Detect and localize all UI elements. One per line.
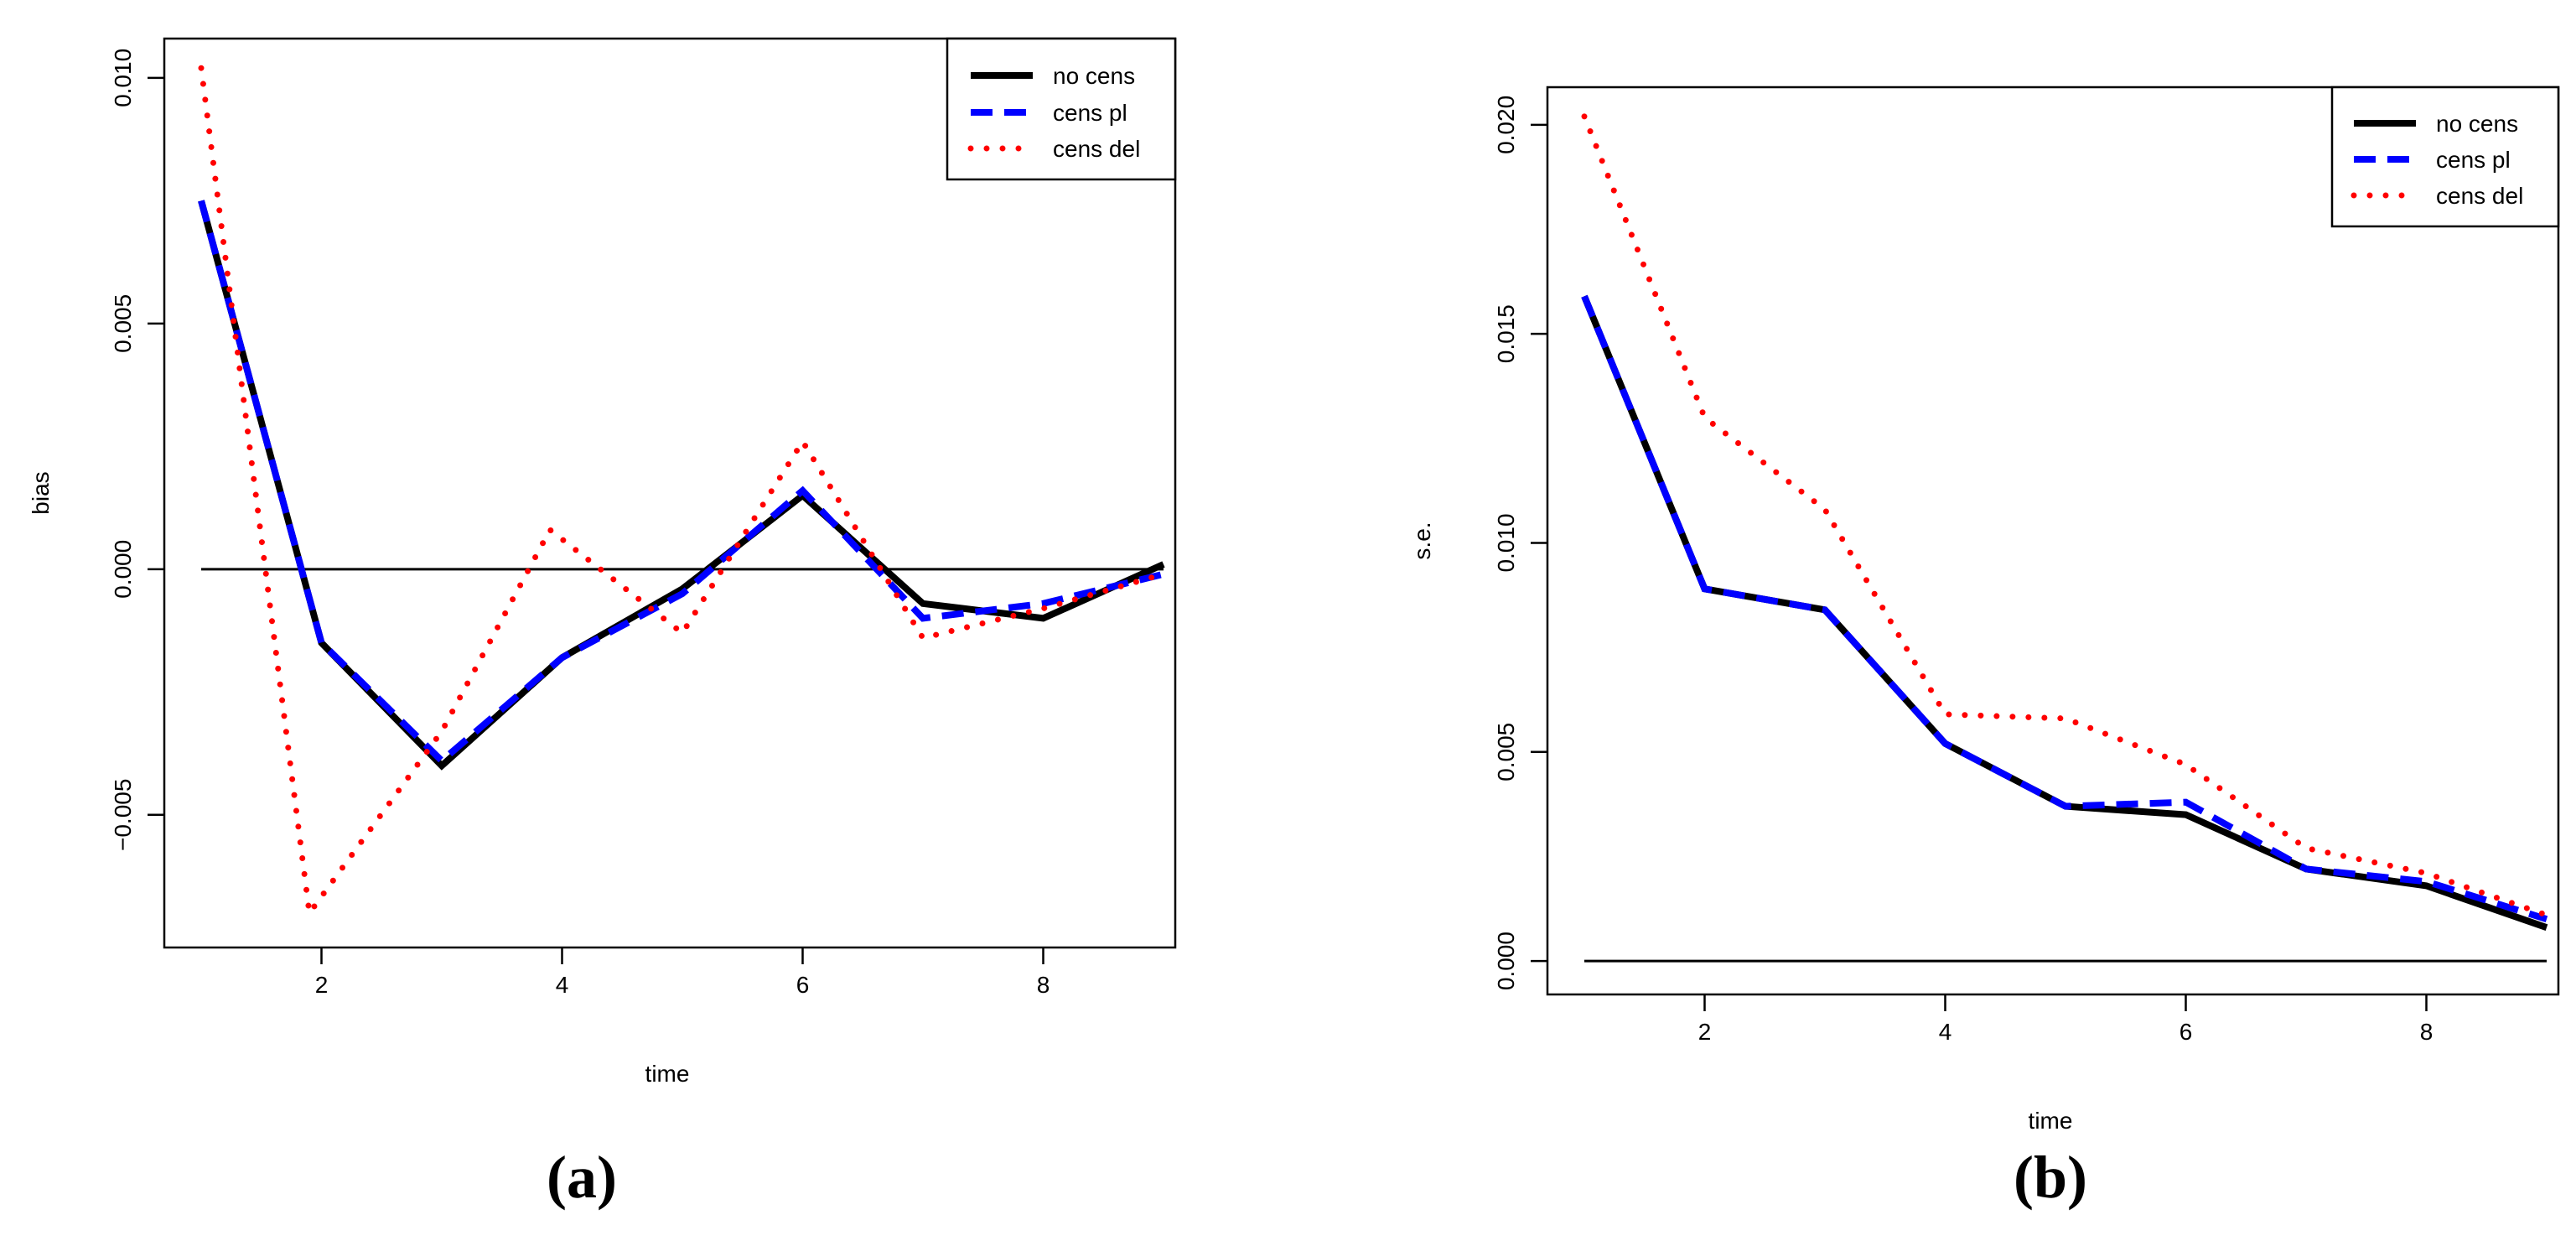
x-axis: 2 4 6 8 xyxy=(315,947,1050,998)
y-axis-label: bias xyxy=(28,471,54,514)
plot-frame xyxy=(1546,86,2560,996)
x-tick-label: 6 xyxy=(796,972,810,998)
x-tick-label: 2 xyxy=(315,972,329,998)
y-tick-label: 0.005 xyxy=(110,294,136,353)
series-line-cens-pl xyxy=(1581,294,2548,923)
legend-label-no-cens: no cens xyxy=(1053,63,1135,89)
series-line-cens-pl xyxy=(198,200,1164,766)
x-tick-label: 2 xyxy=(1698,1019,1712,1045)
series-group xyxy=(1581,113,2550,931)
legend-label-cens-del: cens del xyxy=(2436,183,2523,209)
legend: no cens cens pl cens del xyxy=(946,37,1177,181)
x-axis-label: time xyxy=(2029,1108,2073,1134)
y-axis-label: s.e. xyxy=(1409,522,1435,559)
x-tick-label: 4 xyxy=(1939,1019,1952,1045)
x-tick-label: 8 xyxy=(1037,972,1050,998)
y-tick-label: 0.010 xyxy=(110,49,136,107)
x-tick-label: 8 xyxy=(2420,1019,2433,1045)
series-line-cens-del xyxy=(198,65,1167,922)
plot-frame xyxy=(163,37,1177,949)
panel-label: (b) xyxy=(2014,1144,2087,1211)
x-tick-label: 6 xyxy=(2179,1019,2193,1045)
chart-panel-b: 2 4 6 8 0.000 0.005 0.010 0.015 0.020 time s.e.… xyxy=(1409,86,2560,1211)
legend-label-cens-pl: cens pl xyxy=(1053,100,1127,126)
series-group xyxy=(198,65,1167,922)
y-tick-label: 0.010 xyxy=(1493,513,1519,572)
y-axis: 0.000 0.005 0.010 0.015 0.020 xyxy=(1493,96,1547,990)
y-tick-label: 0.005 xyxy=(1493,723,1519,781)
y-tick-label: 0.000 xyxy=(1493,932,1519,990)
legend-label-no-cens: no cens xyxy=(2436,111,2518,137)
legend-label-cens-pl: cens pl xyxy=(2436,147,2511,173)
y-tick-label: 0.000 xyxy=(110,540,136,599)
x-tick-label: 4 xyxy=(556,972,569,998)
y-tick-label: 0.015 xyxy=(1493,304,1519,363)
panel-label: (a) xyxy=(547,1144,617,1211)
chart-panel-a: 2 4 6 8 −0.005 0.000 0.005 0.010 time bias no … xyxy=(28,37,1177,1211)
y-axis: −0.005 0.000 0.005 0.010 xyxy=(110,49,164,851)
legend: no cens cens pl cens del xyxy=(2330,86,2560,228)
y-tick-label: −0.005 xyxy=(110,779,136,851)
x-axis-label: time xyxy=(645,1061,690,1087)
legend-label-cens-del: cens del xyxy=(1053,136,1140,162)
y-tick-label: 0.020 xyxy=(1493,96,1519,154)
x-axis: 2 4 6 8 xyxy=(1698,994,2433,1045)
